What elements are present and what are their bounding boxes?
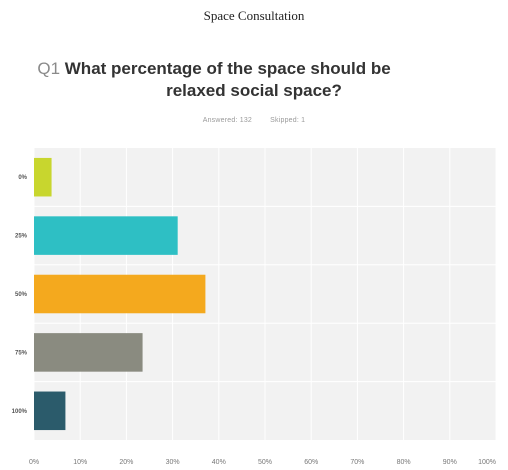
x-tick-label: 70% [350,459,364,466]
x-tick-label: 90% [443,459,457,466]
x-tick-label: 50% [258,459,272,466]
skipped-count: Skipped: 1 [270,117,306,124]
question-text-line1: What percentage of the space should be [64,59,391,78]
question-number: Q1 [37,59,61,78]
x-tick-label: 10% [73,459,87,466]
bar [34,216,178,255]
x-tick-label: 100% [478,459,496,466]
category-label: 75% [15,350,28,356]
x-tick-label: 30% [166,459,180,466]
x-tick-label: 40% [212,459,226,466]
bar [34,274,206,314]
category-label: 50% [15,292,28,298]
category-label: 100% [12,409,28,415]
bar [34,391,66,431]
document-title: Space Consultation [203,8,305,23]
question-text-line2: relaxed social space? [166,81,342,100]
category-label: 25% [15,234,28,240]
x-tick-label: 0% [29,459,39,466]
category-label: 0% [18,175,27,181]
x-tick-label: 20% [119,459,133,466]
bar [34,157,52,197]
x-tick-label: 60% [304,459,318,466]
bar [34,333,143,372]
response-stats: Answered: 132 Skipped: 1 [0,117,508,124]
x-tick-label: 80% [397,459,411,466]
question-title: Q1 What percentage of the space should b… [0,58,508,102]
answered-count: Answered: 132 [202,117,253,124]
